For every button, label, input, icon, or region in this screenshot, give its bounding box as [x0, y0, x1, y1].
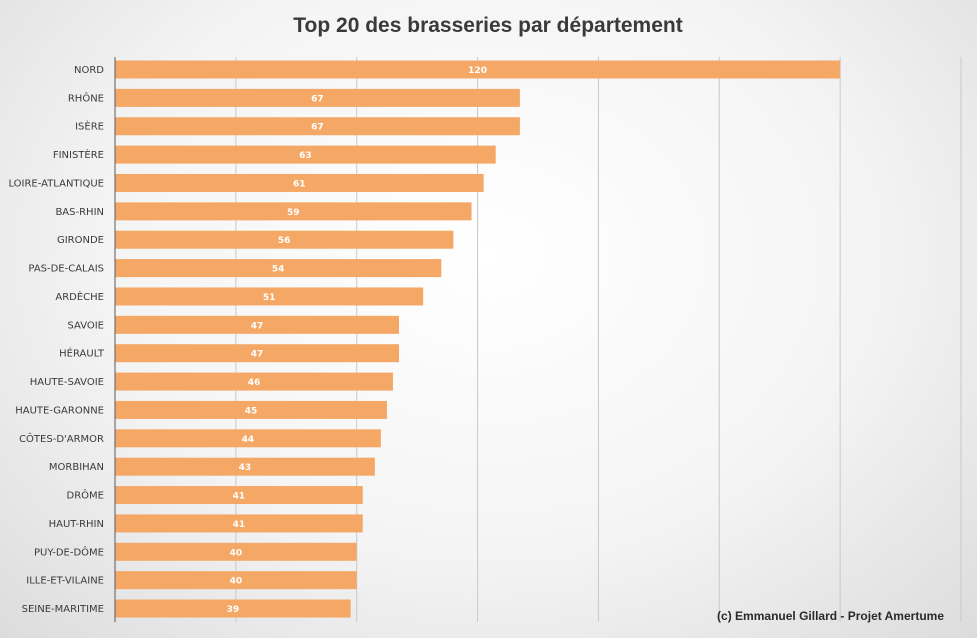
- category-label-3: FINISTÈRE: [53, 148, 104, 161]
- bar-5: [115, 202, 472, 221]
- category-label-9: SAVOIE: [67, 320, 104, 331]
- category-label-1: RHÔNE: [68, 91, 104, 104]
- data-label-17: 40: [230, 548, 243, 558]
- gridlines: [235, 57, 962, 622]
- bar-6: [115, 230, 454, 249]
- bar-8: [115, 287, 424, 306]
- bar-9: [115, 315, 400, 334]
- bar-3: [115, 145, 496, 164]
- bar-14: [115, 457, 375, 476]
- category-label-17: PUY-DE-DÔME: [34, 545, 104, 558]
- credit-text: (c) Emmanuel Gillard - Projet Amertume: [717, 609, 944, 623]
- category-label-4: LOIRE-ATLANTIQUE: [8, 178, 104, 189]
- data-label-14: 43: [239, 463, 252, 473]
- category-label-2: ISÈRE: [75, 120, 104, 133]
- category-label-12: HAUTE-GARONNE: [15, 405, 104, 416]
- bar-7: [115, 259, 442, 278]
- category-label-14: MORBIHAN: [49, 462, 104, 473]
- data-label-2: 67: [311, 123, 324, 133]
- bar-18: [115, 571, 357, 590]
- data-label-9: 47: [251, 321, 264, 331]
- data-label-13: 44: [242, 435, 255, 445]
- category-label-8: ARDÈCHE: [55, 290, 104, 303]
- bar-19: [115, 599, 351, 618]
- category-label-13: CÔTES-D'ARMOR: [19, 432, 104, 445]
- category-label-0: NORD: [74, 65, 104, 76]
- category-label-19: SEINE-MARITIME: [22, 604, 104, 615]
- data-label-12: 45: [245, 406, 258, 416]
- data-label-5: 59: [287, 208, 300, 218]
- data-label-3: 63: [299, 151, 312, 161]
- category-label-10: HÉRAULT: [59, 347, 105, 360]
- bar-2: [115, 117, 520, 136]
- data-label-0: 120: [468, 66, 487, 76]
- bar-4: [115, 173, 484, 192]
- data-labels: 120 67 67 63 61 59 56 54 51 47 47 46 45 44 43 41 41 40 40 3…: [227, 66, 487, 615]
- category-label-15: DRÔME: [67, 489, 104, 502]
- bar-11: [115, 372, 393, 391]
- data-label-8: 51: [263, 293, 276, 303]
- data-label-7: 54: [272, 265, 285, 275]
- data-label-1: 67: [311, 94, 324, 104]
- bar-1: [115, 88, 520, 107]
- data-label-11: 46: [248, 378, 261, 388]
- data-label-15: 41: [233, 492, 246, 502]
- bar-13: [115, 429, 381, 448]
- data-label-18: 40: [230, 577, 243, 587]
- chart-title: Top 20 des brasseries par département: [293, 14, 682, 37]
- bars: [115, 60, 841, 618]
- category-label-16: HAUT-RHIN: [49, 519, 104, 530]
- data-label-6: 56: [278, 236, 291, 246]
- category-label-5: BAS-RHIN: [55, 207, 104, 218]
- category-label-11: HAUTE-SAVOIE: [30, 377, 104, 388]
- category-label-18: ILLE-ET-VILAINE: [26, 576, 104, 587]
- data-label-4: 61: [293, 179, 306, 189]
- bar-0: [115, 60, 841, 79]
- bar-17: [115, 542, 357, 561]
- bar-10: [115, 344, 400, 363]
- bar-16: [115, 514, 363, 533]
- bar-12: [115, 400, 387, 419]
- category-label-7: PAS-DE-CALAIS: [28, 264, 104, 275]
- category-label-6: GIRONDE: [57, 235, 104, 246]
- data-label-19: 39: [227, 605, 240, 615]
- category-labels: NORD RHÔNE ISÈRE FINISTÈRE LOIRE-ATLANTIQUE B…: [8, 65, 104, 615]
- data-label-16: 41: [233, 520, 246, 530]
- bar-15: [115, 486, 363, 505]
- data-label-10: 47: [251, 350, 264, 360]
